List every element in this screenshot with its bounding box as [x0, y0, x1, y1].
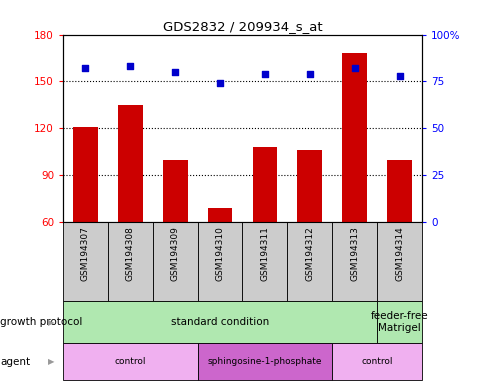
- Bar: [287, 222, 332, 301]
- Bar: [107, 222, 152, 301]
- Point: [395, 73, 403, 79]
- Bar: [163, 160, 187, 222]
- Point: [81, 65, 89, 71]
- Text: agent: agent: [0, 357, 30, 367]
- Text: GSM194313: GSM194313: [349, 226, 359, 281]
- Text: sphingosine-1-phosphate: sphingosine-1-phosphate: [207, 357, 321, 366]
- Bar: [63, 343, 197, 380]
- Point: [171, 69, 179, 75]
- Bar: [118, 105, 142, 222]
- Text: control: control: [361, 357, 392, 366]
- Title: GDS2832 / 209934_s_at: GDS2832 / 209934_s_at: [162, 20, 322, 33]
- Text: GSM194309: GSM194309: [170, 226, 180, 281]
- Text: ▶: ▶: [47, 318, 54, 327]
- Text: GSM194310: GSM194310: [215, 226, 224, 281]
- Bar: [252, 147, 277, 222]
- Bar: [386, 160, 411, 222]
- Text: GSM194314: GSM194314: [394, 226, 403, 281]
- Bar: [63, 301, 376, 343]
- Text: GSM194308: GSM194308: [125, 226, 135, 281]
- Text: feeder-free
Matrigel: feeder-free Matrigel: [370, 311, 427, 333]
- Bar: [197, 222, 242, 301]
- Bar: [376, 301, 421, 343]
- Bar: [376, 222, 421, 301]
- Point: [350, 65, 358, 71]
- Bar: [342, 53, 366, 222]
- Text: GSM194312: GSM194312: [304, 226, 314, 281]
- Bar: [152, 222, 197, 301]
- Text: standard condition: standard condition: [170, 317, 269, 327]
- Point: [216, 80, 224, 86]
- Text: GSM194311: GSM194311: [260, 226, 269, 281]
- Text: GSM194307: GSM194307: [81, 226, 90, 281]
- Bar: [73, 127, 98, 222]
- Text: control: control: [114, 357, 146, 366]
- Point: [260, 71, 268, 77]
- Bar: [332, 343, 421, 380]
- Text: ▶: ▶: [47, 357, 54, 366]
- Point: [305, 71, 313, 77]
- Bar: [332, 222, 376, 301]
- Bar: [197, 343, 332, 380]
- Bar: [242, 222, 287, 301]
- Bar: [63, 222, 107, 301]
- Text: growth protocol: growth protocol: [0, 317, 83, 327]
- Bar: [297, 150, 321, 222]
- Point: [126, 63, 134, 70]
- Bar: [207, 208, 232, 222]
